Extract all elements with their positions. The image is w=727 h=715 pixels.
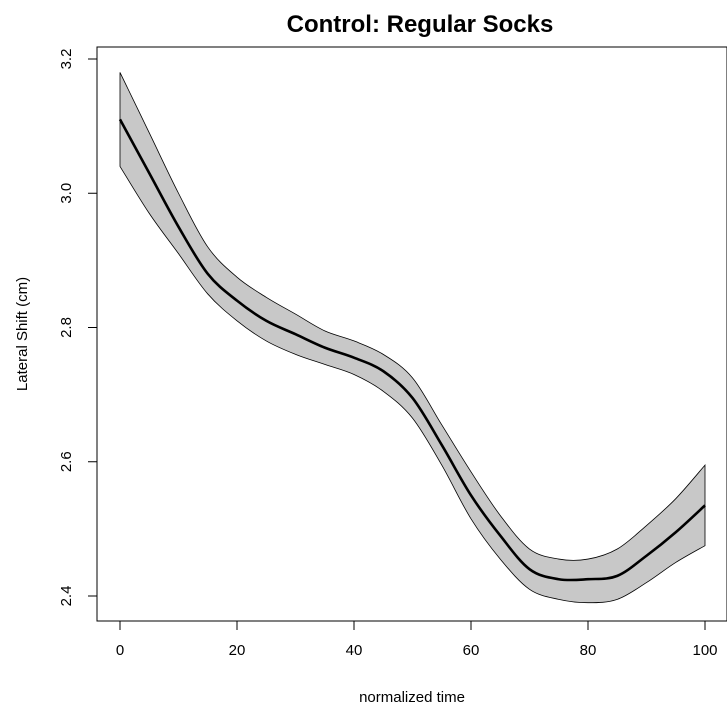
x-axis-label: normalized time — [359, 689, 465, 706]
confidence-band-layer — [119, 72, 706, 604]
chart-title: Control: Regular Socks — [287, 11, 554, 38]
y-tick-label: 3.0 — [58, 183, 75, 204]
confidence-band — [119, 72, 706, 604]
fit-line — [118, 118, 706, 582]
x-axis: 0 20 40 60 80 100 — [116, 620, 718, 659]
x-tick-label: 100 — [692, 642, 717, 659]
plot-area-border — [96, 46, 727, 622]
x-tick-label: 20 — [229, 642, 246, 659]
x-tick-label: 40 — [346, 642, 363, 659]
y-axis: 2.4 2.6 2.8 3.0 3.2 — [58, 49, 98, 607]
x-tick-label: 80 — [580, 642, 597, 659]
y-tick-label: 3.2 — [58, 49, 75, 70]
fit-line-layer — [118, 118, 706, 582]
y-tick-label: 2.6 — [58, 451, 75, 472]
y-tick-label: 2.8 — [58, 317, 75, 338]
y-tick-label: 2.4 — [58, 586, 75, 607]
x-tick-label: 60 — [463, 642, 480, 659]
x-tick-label: 0 — [116, 642, 124, 659]
y-axis-label: Lateral Shift (cm) — [14, 277, 31, 391]
